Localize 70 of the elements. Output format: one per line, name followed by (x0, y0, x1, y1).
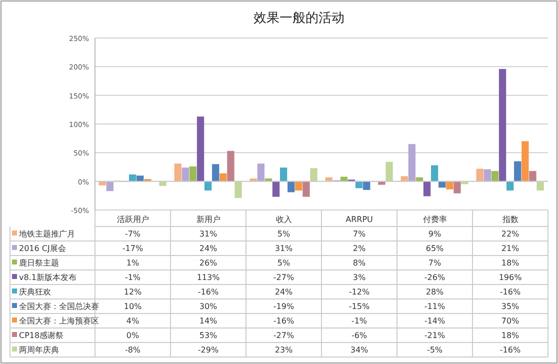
data-label: -5% (426, 346, 443, 354)
data-label: -7% (124, 230, 141, 238)
data-label: 24% (199, 244, 218, 253)
data-label: -12% (348, 288, 370, 296)
data-label: -6% (351, 331, 368, 340)
data-label: -16% (273, 316, 294, 326)
data-label: 35% (501, 302, 520, 311)
data-label: 34% (350, 346, 369, 354)
data-label: 31% (274, 244, 294, 253)
x-tick-label: ARRPU (346, 215, 374, 224)
data-label: 18% (501, 258, 520, 268)
data-label: 10% (124, 302, 142, 311)
legend-label: 两周年庆典 (19, 346, 59, 354)
data-label: 24% (274, 288, 294, 296)
data-label: -21% (424, 331, 446, 340)
data-label: 26% (199, 258, 218, 268)
data-label: -19% (273, 302, 294, 311)
data-label: 8% (352, 258, 366, 268)
legend-label: 鹿日祭主题 (19, 258, 59, 268)
legend-label: 全国大赛：全国总决赛 (19, 302, 99, 311)
legend-label: CP18感谢祭 (19, 331, 64, 340)
data-label: 1% (126, 258, 140, 268)
data-label: 113% (196, 273, 220, 282)
chart-title: 效果一般的活动 (254, 11, 344, 26)
data-label: 12% (124, 288, 142, 296)
legend-label: v8.1新版本发布 (19, 273, 76, 282)
data-label: -1% (124, 273, 141, 282)
data-label: 9% (428, 230, 442, 238)
data-label: -1% (351, 316, 368, 326)
data-label: 23% (274, 346, 294, 354)
data-label: 0% (126, 331, 140, 340)
data-label: 53% (199, 331, 218, 340)
data-label: 21% (501, 244, 520, 253)
legend-label: 庆典狂欢 (19, 288, 51, 296)
data-label: -26% (424, 273, 446, 282)
data-label: 65% (426, 244, 444, 253)
data-label: 5% (277, 230, 290, 238)
data-label: 3% (352, 273, 366, 282)
data-label: -11% (424, 302, 446, 311)
data-label: -29% (198, 346, 219, 354)
legend-label: 2016 CJ展会 (19, 244, 66, 253)
x-tick-label: 指数 (501, 215, 518, 224)
data-label: 14% (199, 316, 218, 326)
legend-label: 地铁主题推广月 (18, 230, 75, 238)
data-label: -8% (124, 346, 141, 354)
data-label: -16% (500, 288, 521, 296)
data-label: 4% (126, 316, 140, 326)
data-label: 28% (426, 288, 444, 296)
data-label: 2% (352, 244, 366, 253)
x-tick-label: 收入 (276, 215, 292, 224)
data-label: 31% (199, 230, 218, 238)
data-label: 22% (501, 230, 520, 238)
data-label: -17% (122, 244, 144, 253)
x-tick-label: 新用户 (196, 215, 220, 224)
data-label: 7% (352, 230, 366, 238)
data-label: 5% (277, 258, 290, 268)
data-label: -27% (273, 273, 294, 282)
data-label: -16% (198, 288, 219, 296)
legend-label: 全国大赛：上海预赛区 (19, 316, 99, 326)
data-label: 18% (501, 331, 520, 340)
data-label: 30% (199, 302, 218, 311)
data-label: 7% (428, 258, 442, 268)
data-label: -15% (348, 302, 370, 311)
data-label: -16% (500, 346, 521, 354)
x-tick-label: 付费率 (422, 215, 447, 224)
data-label: 196% (498, 273, 522, 282)
data-label: -14% (424, 316, 446, 326)
data-label: 70% (501, 316, 520, 326)
data-label: -27% (273, 331, 294, 340)
x-tick-label: 活跃用户 (116, 215, 149, 224)
